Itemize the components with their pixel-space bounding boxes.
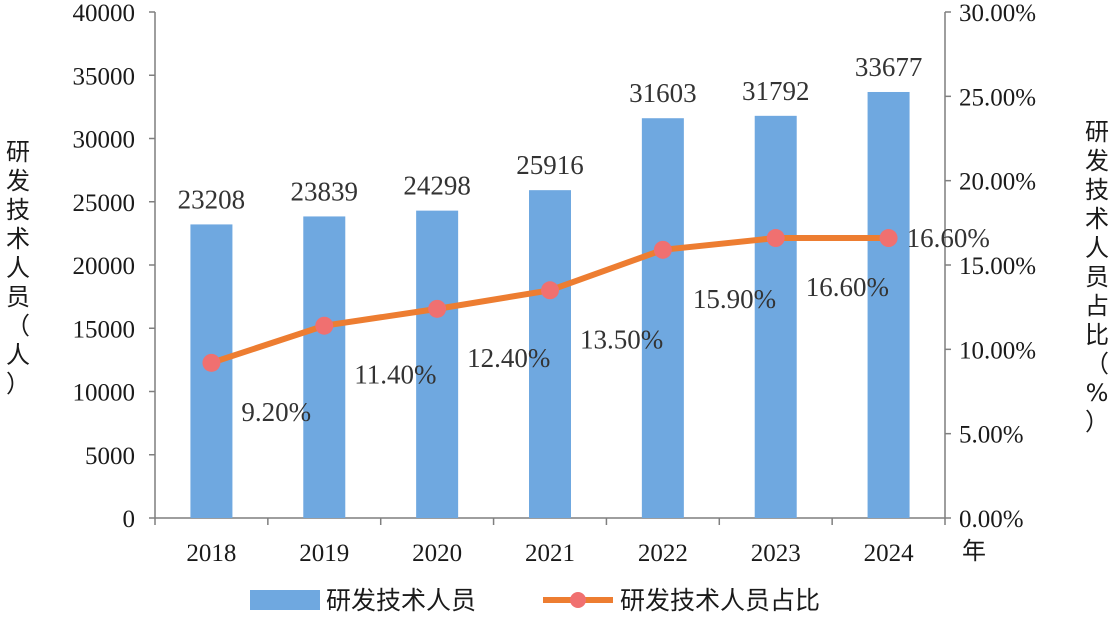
y-tick-label: 25000 [73,190,136,217]
line-point [879,229,898,248]
bar-data-label: 23839 [291,176,359,206]
y-tick-label: 40000 [73,0,136,27]
plot-area: 0 5000 10000 15000 20000 25000 30000 35000 40000… [73,0,1037,567]
axis-title-char: % [1086,379,1109,407]
line-data-label: 11.40% [354,360,436,390]
axis-title-char: 研 [6,138,30,166]
bar [529,190,571,518]
x-tick-label: 2022 [638,540,688,567]
bar [754,115,797,518]
y-tick-label: 30000 [73,127,136,154]
line-data-label: 15.90% [693,284,776,314]
x-tick-label: 2023 [751,540,801,567]
y2-tick-label: 5.00% [959,422,1024,449]
bar-data-label: 31603 [629,78,697,108]
axis-title-char: 术 [1085,205,1109,233]
line-data-label: 13.50% [580,324,663,354]
y-tick-label: 0 [123,506,136,533]
x-tick-label: 2018 [186,540,236,567]
legend-line-label: 研发技术人员占比 [620,586,820,615]
line-point [766,229,785,248]
axis-title-char: 员 [1085,263,1109,291]
axis-title-char: （ [1085,350,1109,378]
y2-tick-label: 25.00% [959,84,1036,111]
bar [641,118,684,519]
bar-data-label: 24298 [403,171,471,201]
line-point [428,299,447,318]
y2-axis-title: 研发技术人员占比（%） [1085,118,1109,436]
y2-tick-label: 10.00% [959,337,1036,364]
y2-tick-label: 20.00% [959,169,1036,196]
bar-data-label: 33677 [855,52,923,82]
y-tick-label: 10000 [73,380,136,407]
axis-title-char: 发 [6,167,30,195]
x-tick-label: 2021 [525,540,575,567]
axis-title-char: 人 [1085,234,1109,262]
bar [416,210,459,518]
line-point [541,281,559,300]
legend: 研发技术人员 研发技术人员占比 [250,586,820,615]
axis-title-char: 术 [6,225,30,253]
line-data-label: 12.40% [467,343,550,373]
y-tick-label: 35000 [73,63,136,90]
line-data-label: 9.20% [241,397,311,427]
y-tick-label: 15000 [73,316,136,343]
y-tick-label: 20000 [73,253,136,280]
axis-title-char: ） [1085,408,1109,436]
y2-tick-label: 15.00% [959,253,1036,280]
y2-tick-label: 30.00% [959,0,1036,27]
legend-bar-label: 研发技术人员 [326,586,476,615]
axis-title-char: 技 [1085,176,1109,204]
axis-title-char: 人 [6,254,30,282]
bar-data-label: 23208 [178,184,246,214]
line-point [653,240,672,259]
y-axis-title: 研发技术人员（人） [6,138,30,398]
axis-title-char: 发 [1085,147,1109,175]
legend-bar-swatch [250,590,320,610]
axis-title-char: ） [6,370,30,398]
axis-title-char: 占 [1085,292,1109,320]
x-tick-label: 2020 [412,540,462,567]
bar-data-label: 31792 [742,76,810,106]
bar-data-label: 25916 [516,150,584,180]
y2-tick-label: 0.00% [959,506,1024,533]
bar [867,91,910,518]
line-data-label: 16.60% [907,223,990,253]
line-point [315,316,334,335]
axis-title-char: 员 [6,283,30,311]
line-data-label: 16.60% [806,272,889,302]
y-tick-label: 5000 [85,443,135,470]
line-point [202,353,221,372]
axis-title-char: 人 [6,341,30,369]
axis-title-char: 研 [1085,118,1109,146]
axis-title-char: （ [6,312,30,340]
axis-title-char: 比 [1085,321,1109,349]
x-tick-label: 2024 [864,540,915,567]
bar [303,216,346,518]
axis-title-char: 技 [6,196,30,224]
legend-line-marker [570,592,586,608]
x-tick-label: 2019 [299,540,349,567]
x-axis-title: 年 [962,537,986,565]
